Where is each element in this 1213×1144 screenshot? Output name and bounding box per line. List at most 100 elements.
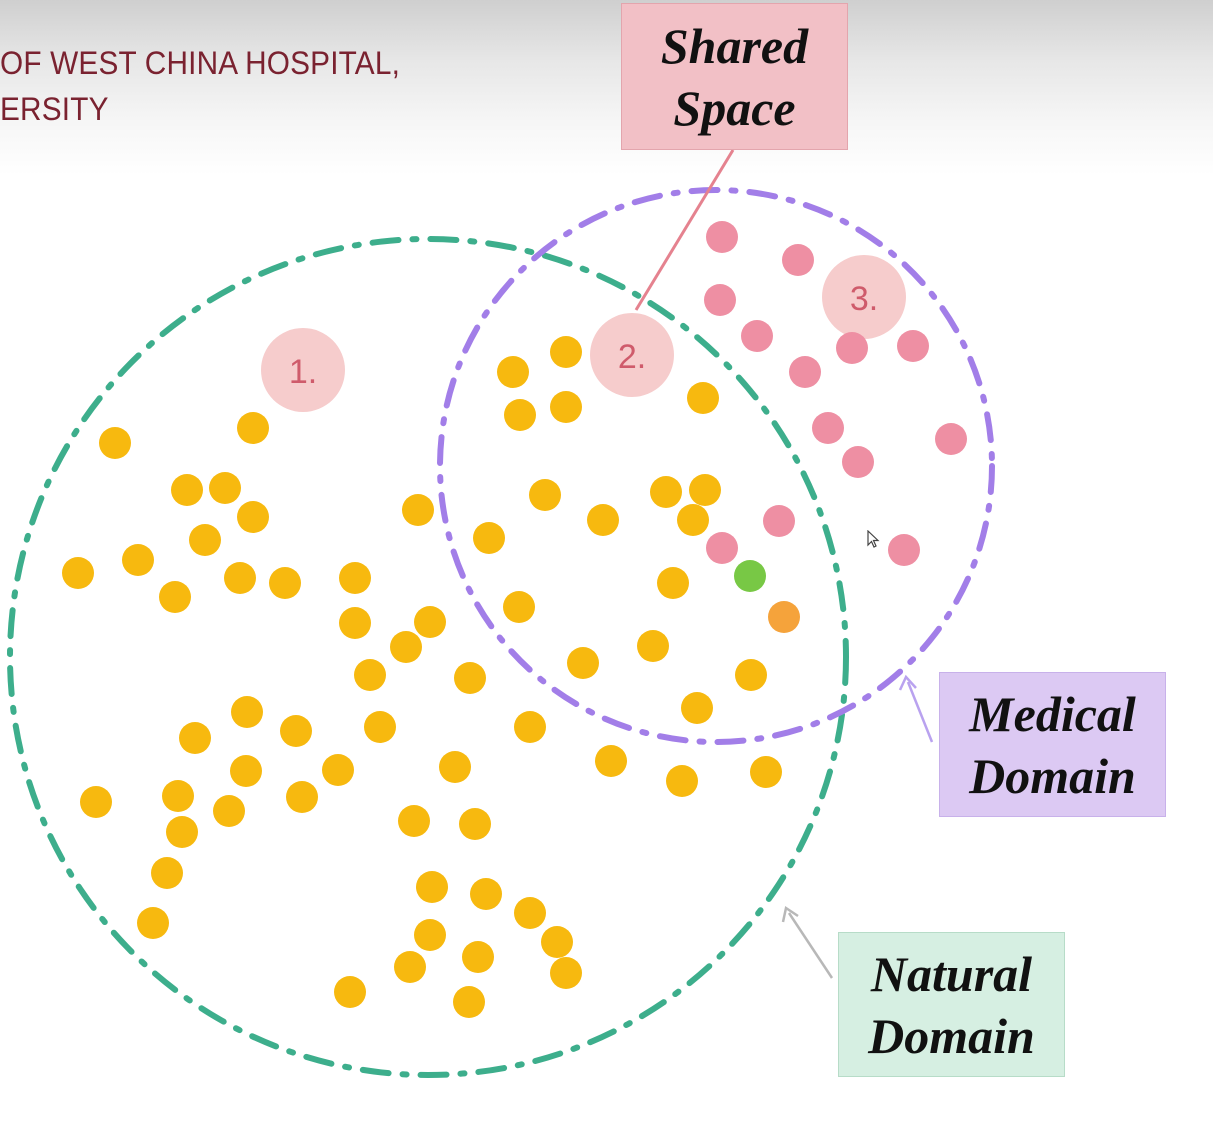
natural-sample-dot: [62, 557, 94, 589]
medical-sample-dot: [763, 505, 795, 537]
natural-sample-dot: [470, 878, 502, 910]
natural-sample-dot: [529, 479, 561, 511]
medical-sample-dot: [782, 244, 814, 276]
natural-sample-dot: [587, 504, 619, 536]
medical-sample-dot: [836, 332, 868, 364]
medical-domain-arrowhead: [898, 674, 917, 691]
medical-domain-callout: Medical Domain: [939, 672, 1166, 817]
data-points: [62, 221, 967, 1018]
natural-sample-dot: [339, 562, 371, 594]
natural-sample-dot: [657, 567, 689, 599]
medical-domain-line-1: Medical: [969, 685, 1136, 742]
natural-sample-dot: [231, 696, 263, 728]
institution-line-2: ERSITY: [0, 91, 109, 127]
region-marker-1-label: 1.: [289, 353, 317, 391]
natural-sample-dot: [162, 780, 194, 812]
institution-name: OF WEST CHINA HOSPITAL, ERSITY: [0, 40, 400, 132]
natural-sample-dot: [735, 659, 767, 691]
natural-sample-dot: [80, 786, 112, 818]
natural-domain-line-1: Natural: [870, 945, 1033, 1002]
mouse-cursor-icon: [867, 530, 880, 548]
natural-sample-dot: [677, 504, 709, 536]
natural-sample-dot: [237, 501, 269, 533]
shared-space-line-1: Shared: [660, 17, 809, 74]
region-marker-2-label: 2.: [618, 338, 646, 376]
natural-sample-dot: [122, 544, 154, 576]
region-marker-2: 2.: [590, 313, 674, 397]
natural-sample-dot: [514, 711, 546, 743]
natural-sample-dot: [416, 871, 448, 903]
natural-sample-dot: [166, 816, 198, 848]
natural-sample-dot: [541, 926, 573, 958]
natural-sample-dot: [750, 756, 782, 788]
natural-sample-dot: [230, 755, 262, 787]
natural-sample-dot: [473, 522, 505, 554]
natural-sample-dot: [224, 562, 256, 594]
medical-sample-dot: [706, 221, 738, 253]
natural-domain-arrowhead: [781, 905, 799, 923]
natural-sample-dot: [151, 857, 183, 889]
medical-sample-dot: [706, 532, 738, 564]
natural-sample-dot: [504, 399, 536, 431]
medical-domain-arrow: [906, 681, 934, 743]
natural-sample-dot: [394, 951, 426, 983]
natural-sample-dot: [280, 715, 312, 747]
natural-sample-dot: [414, 919, 446, 951]
natural-sample-dot: [99, 427, 131, 459]
natural-sample-dot: [681, 692, 713, 724]
shared-space-callout: Shared Space: [621, 3, 848, 150]
natural-sample-dot: [666, 765, 698, 797]
natural-sample-dot: [637, 630, 669, 662]
institution-line-1: OF WEST CHINA HOSPITAL,: [0, 45, 401, 81]
natural-sample-dot: [364, 711, 396, 743]
natural-sample-dot: [567, 647, 599, 679]
natural-sample-dot: [439, 751, 471, 783]
natural-sample-dot: [137, 907, 169, 939]
medical-sample-dot: [704, 284, 736, 316]
natural-sample-dot: [159, 581, 191, 613]
natural-sample-dot: [595, 745, 627, 777]
medical-sample-dot: [812, 412, 844, 444]
natural-sample-dot: [189, 524, 221, 556]
highlighted-sample-dot-orange: [768, 601, 800, 633]
natural-sample-dot: [514, 897, 546, 929]
natural-domain-arrow: [787, 912, 834, 979]
natural-sample-dot: [462, 941, 494, 973]
natural-sample-dot: [237, 412, 269, 444]
medical-sample-dot: [842, 446, 874, 478]
medical-sample-dot: [897, 330, 929, 362]
natural-sample-dot: [179, 722, 211, 754]
shared-space-pointer-line: [634, 149, 735, 311]
natural-sample-dot: [402, 494, 434, 526]
natural-sample-dot: [414, 606, 446, 638]
natural-sample-dot: [209, 472, 241, 504]
natural-sample-dot: [334, 976, 366, 1008]
medical-domain-line-2: Domain: [969, 747, 1136, 804]
region-marker-3-label: 3.: [850, 280, 878, 318]
header-band: [0, 0, 1213, 175]
natural-sample-dot: [550, 957, 582, 989]
natural-sample-dot: [286, 781, 318, 813]
highlighted-sample-dot-green: [734, 560, 766, 592]
natural-sample-dot: [269, 567, 301, 599]
natural-sample-dot: [171, 474, 203, 506]
medical-sample-dot: [741, 320, 773, 352]
natural-sample-dot: [453, 986, 485, 1018]
natural-sample-dot: [339, 607, 371, 639]
natural-domain-circle: [7, 236, 849, 1078]
natural-domain-callout: Natural Domain: [838, 932, 1065, 1077]
natural-sample-dot: [213, 795, 245, 827]
region-marker-3: 3.: [822, 255, 906, 339]
shared-space-line-2: Space: [673, 79, 796, 136]
natural-sample-dot: [322, 754, 354, 786]
medical-domain-circle: [437, 187, 995, 745]
natural-sample-dot: [650, 476, 682, 508]
natural-sample-dot: [354, 659, 386, 691]
natural-sample-dot: [390, 631, 422, 663]
natural-sample-dot: [550, 391, 582, 423]
natural-sample-dot: [398, 805, 430, 837]
natural-sample-dot: [689, 474, 721, 506]
natural-domain-line-2: Domain: [868, 1007, 1035, 1064]
